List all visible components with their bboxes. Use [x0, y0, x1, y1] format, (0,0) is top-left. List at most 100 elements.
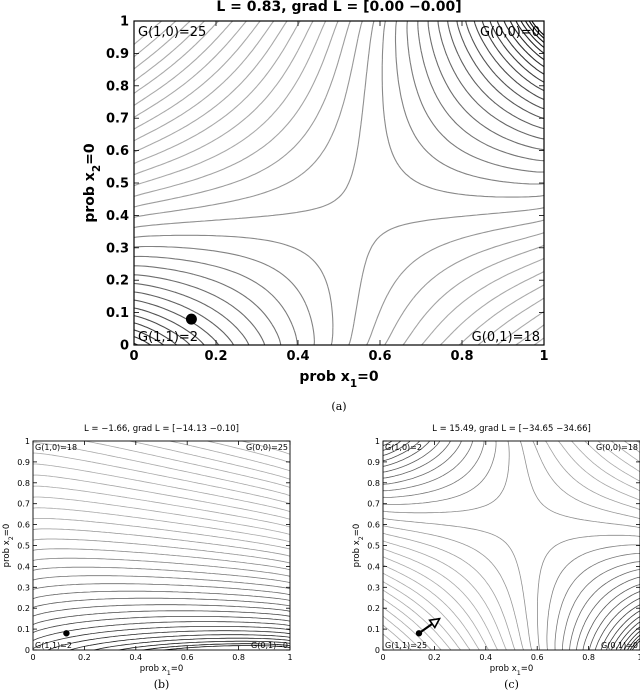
- contour-line: [33, 463, 291, 512]
- y-tick-label: 0.6: [17, 521, 30, 530]
- chart-a: 0 0.2 0.4 0.6 0.8 1 0 0.1 0.2 0.3 0.4 0.5 0.6 0.7 0.8 0…: [82, 0, 549, 413]
- contour-line: [133, 20, 545, 346]
- contour-line: [382, 440, 640, 651]
- contour-line: [32, 621, 291, 641]
- contour-line: [133, 20, 220, 94]
- y-axis-label: prob x2=0: [82, 143, 103, 223]
- corner-label: G(1,0)=25: [138, 25, 206, 40]
- contour-line: [133, 20, 545, 346]
- contour-line: [382, 440, 640, 651]
- x-tick-label: 0.8: [450, 349, 473, 364]
- x-axis-label: prob x1=0: [140, 664, 184, 677]
- y-tick-label: 0.4: [106, 209, 129, 224]
- chart-title: L = −1.66, grad L = [−14.13 −0.10]: [84, 424, 239, 434]
- contour-line: [531, 20, 545, 36]
- y-tick-label: 1: [25, 437, 30, 446]
- x-tick-label: 0.4: [286, 349, 309, 364]
- contour-line: [133, 20, 545, 346]
- contour-line: [382, 440, 640, 651]
- x-tick-label: 0.2: [428, 653, 441, 662]
- contour-line: [32, 452, 291, 504]
- corner-label: G(0,1)=0: [251, 641, 288, 650]
- contour-line: [133, 20, 545, 346]
- y-tick-label: 0.7: [17, 500, 30, 509]
- contour-line: [32, 496, 291, 535]
- chart-b: 0 0.2 0.4 0.6 0.8 1 0 0.1 0.2 0.3 0.4 0.5 0.6 0.7 0.8 0…: [2, 424, 293, 691]
- y-axis-label: prob x2=0: [2, 524, 15, 568]
- contour-line: [133, 20, 545, 346]
- current-point: [185, 313, 197, 325]
- contour-line: [32, 518, 291, 550]
- contour-line: [32, 590, 291, 601]
- x-tick-label: 0.2: [204, 349, 227, 364]
- plot-frame: [32, 440, 291, 651]
- y-tick-label: 0.2: [17, 604, 30, 613]
- contour-line: [382, 624, 412, 651]
- contour-line: [382, 440, 640, 651]
- corner-label: G(1,0)=18: [35, 443, 77, 452]
- contour-line: [133, 20, 545, 346]
- contour-line: [133, 20, 545, 346]
- contour-line: [32, 548, 291, 571]
- x-tick-label: 0.6: [531, 653, 544, 662]
- contour-line: [133, 20, 205, 82]
- contour-line: [32, 604, 291, 617]
- contour-line: [133, 20, 234, 106]
- y-tick-label: 0.8: [106, 79, 129, 94]
- contour-line: [382, 440, 640, 651]
- contour-lines: [382, 440, 640, 651]
- x-tick-label: 0.6: [181, 653, 194, 662]
- contour-line: [133, 20, 545, 346]
- corner-label: G(1,1)=2: [35, 641, 72, 650]
- contour-line: [133, 20, 545, 346]
- x-tick-label: 1: [287, 653, 292, 662]
- chart-c: 0 0.2 0.4 0.6 0.8 1 0 0.1 0.2 0.3 0.4 0.5 0.6 0.7 0.8 0…: [352, 424, 640, 691]
- contour-line: [133, 20, 545, 346]
- corner-label: G(0,0)=25: [246, 443, 288, 452]
- y-tick-label: 1: [375, 437, 380, 446]
- contour-line: [133, 20, 162, 45]
- contour-line: [382, 440, 640, 651]
- contour-line: [133, 20, 545, 346]
- contour-line: [32, 575, 291, 590]
- y-tick-label: 0.6: [367, 521, 380, 530]
- contour-line: [382, 440, 640, 651]
- y-tick-label: 0.5: [367, 542, 380, 551]
- x-axis-label: prob x1=0: [490, 664, 534, 677]
- x-tick-label: 0.4: [479, 653, 492, 662]
- contour-line: [382, 598, 442, 651]
- contour-line: [32, 566, 291, 583]
- y-tick-label: 0.3: [106, 241, 129, 256]
- y-axis-label: prob x2=0: [352, 524, 365, 568]
- contour-line: [382, 440, 640, 651]
- x-tick-label: 0.4: [129, 653, 142, 662]
- contour-line: [528, 20, 545, 39]
- contour-line: [382, 440, 640, 651]
- x-tick-label: 0.8: [232, 653, 245, 662]
- contour-line: [133, 20, 545, 346]
- corner-label: G(0,1)=0: [601, 641, 638, 650]
- contour-line: [515, 20, 545, 54]
- y-tick-label: 0.8: [17, 479, 30, 488]
- contour-line: [133, 20, 545, 346]
- x-tick-label: 0: [129, 349, 138, 364]
- contour-line: [382, 440, 640, 651]
- y-tick-label: 0.2: [106, 274, 129, 289]
- corner-label: G(1,0)=2: [385, 443, 422, 452]
- contour-line: [383, 440, 640, 651]
- contour-line: [382, 440, 640, 651]
- y-tick-label: 0: [25, 646, 30, 655]
- chart-title: L = 15.49, grad L = [−34.65 −34.66]: [432, 424, 591, 434]
- contour-line: [47, 630, 291, 651]
- y-tick-label: 0.9: [367, 458, 380, 467]
- contour-line: [627, 634, 640, 651]
- chart-title: L = 0.83, grad L = [0.00 −0.00]: [216, 0, 461, 15]
- corner-label: G(1,1)=2: [138, 330, 198, 345]
- y-tick-label: 0.1: [17, 625, 30, 634]
- contour-line: [382, 633, 402, 651]
- corner-label: G(0,0)=0: [480, 25, 540, 40]
- contour-line: [382, 440, 640, 651]
- y-tick-label: 0.9: [17, 458, 30, 467]
- x-tick-label: 0: [30, 653, 35, 662]
- contour-line: [133, 20, 545, 346]
